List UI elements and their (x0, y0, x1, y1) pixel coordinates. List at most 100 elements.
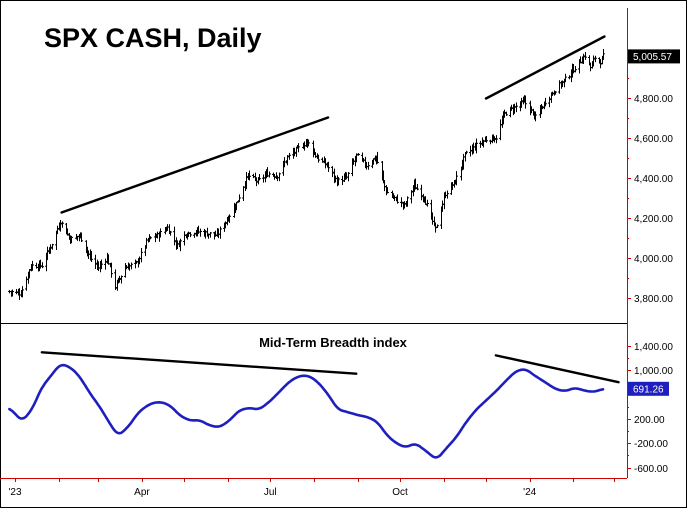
ohlc-bar (66, 228, 69, 236)
ohlc-bar (410, 190, 413, 204)
breadth-last-value-label: 691.26 (633, 384, 664, 395)
ohlc-bar (406, 196, 409, 207)
ohlc-bar (187, 231, 190, 238)
ohlc-bar (367, 161, 370, 170)
ohlc-bar (56, 225, 59, 235)
breadth-panel: Mid-Term Breadth index (8, 335, 620, 459)
ohlc-bar (347, 172, 350, 182)
ohlc-bar (31, 260, 34, 271)
ohlc-bar (255, 177, 258, 187)
breadth-trendline-2 (494, 354, 620, 384)
ohlc-bar (524, 95, 527, 109)
ohlc-bar (273, 174, 276, 180)
ohlc-bar (28, 269, 31, 279)
ohlc-bar (324, 158, 327, 169)
ohlc-bar (183, 231, 186, 246)
x-tick-label: Oct (392, 487, 408, 498)
ohlc-bar (130, 262, 133, 270)
breadth-y-axis: -600.00 -200.00 200.00 1,000.00 1,400.00 (627, 342, 673, 475)
ohlc-bar (209, 231, 212, 238)
ohlc-bar (434, 222, 437, 233)
price-bars (8, 48, 605, 301)
ohlc-bar (118, 275, 121, 283)
ohlc-bar (396, 194, 399, 204)
ohlc-bar (61, 221, 64, 228)
ohlc-bar (426, 199, 429, 207)
ohlc-bar (114, 269, 117, 291)
ohlc-bar (386, 187, 389, 194)
ohlc-bar (110, 262, 113, 278)
ohlc-bar (268, 171, 271, 178)
price-y-tick-label: 4,600.00 (634, 134, 673, 145)
ohlc-bar (41, 262, 44, 269)
ohlc-bar (94, 254, 97, 270)
ohlc-bar (228, 214, 231, 223)
x-tick-label: '24 (523, 487, 536, 498)
ohlc-bar (499, 119, 502, 141)
ohlc-bar (592, 55, 595, 67)
ohlc-bar (327, 161, 330, 172)
price-panel: SPX CASH, Daily (8, 23, 606, 301)
ohlc-bar (400, 197, 403, 208)
ohlc-bar (317, 154, 320, 163)
ohlc-bar (307, 139, 310, 147)
ohlc-bar (582, 53, 585, 65)
ohlc-bar (248, 170, 251, 181)
ohlc-bar (104, 258, 107, 270)
ohlc-bar (214, 230, 217, 237)
ohlc-bar (286, 155, 289, 166)
ohlc-bar (258, 174, 261, 181)
ohlc-bar (49, 244, 52, 254)
price-chart-title: SPX CASH, Daily (44, 23, 262, 53)
ohlc-bar (424, 196, 427, 205)
ohlc-bar (288, 152, 291, 160)
ohlc-bar (584, 52, 587, 60)
ohlc-bar (420, 184, 423, 201)
ohlc-bar (355, 153, 358, 163)
breadth-y-tick-label: -200.00 (634, 439, 668, 450)
breadth-last-value-badge: 691.26 (628, 381, 669, 396)
ohlc-bar (485, 135, 488, 143)
breadth-last-value-box (628, 381, 669, 396)
ohlc-bar (179, 238, 182, 252)
ohlc-bar (544, 97, 547, 107)
ohlc-bar (193, 232, 196, 238)
ohlc-bar (297, 143, 300, 153)
ohlc-bar (357, 153, 360, 156)
ohlc-bar (224, 221, 227, 229)
ohlc-bar (149, 236, 152, 240)
ohlc-bar (541, 105, 544, 110)
ohlc-bar (446, 190, 449, 199)
ohlc-bar (372, 158, 375, 165)
ohlc-bar (414, 178, 417, 190)
ohlc-bar (599, 59, 602, 69)
price-last-value-label: 5,005.57 (633, 52, 672, 63)
ohlc-bar (513, 103, 516, 114)
price-last-value-badge: 5,005.57 (628, 49, 680, 64)
price-trendlines (60, 35, 606, 214)
price-trendline-2 (484, 35, 606, 100)
breadth-y-tick-label: -600.00 (634, 464, 668, 475)
ohlc-bar (21, 286, 24, 298)
ohlc-bar (46, 246, 49, 261)
price-trendline-1 (60, 116, 330, 214)
ohlc-bar (321, 157, 324, 163)
ohlc-bar (572, 64, 575, 74)
x-tick-label: Jul (264, 487, 277, 498)
ohlc-bar (564, 73, 567, 83)
ohlc-bar (455, 171, 458, 186)
ohlc-bar (416, 184, 419, 191)
ohlc-bar (475, 138, 478, 154)
ohlc-bar (245, 171, 248, 190)
ohlc-bar (436, 224, 439, 229)
ohlc-bar (376, 151, 379, 164)
ohlc-bar (433, 216, 436, 227)
price-y-axis: 3,800.00 4,000.00 4,200.00 4,400.00 4,600.00… (627, 78, 673, 305)
breadth-y-tick-label: 200.00 (634, 415, 665, 426)
ohlc-bar (173, 226, 176, 246)
ohlc-bar (554, 91, 557, 95)
ohlc-bar (199, 228, 202, 237)
